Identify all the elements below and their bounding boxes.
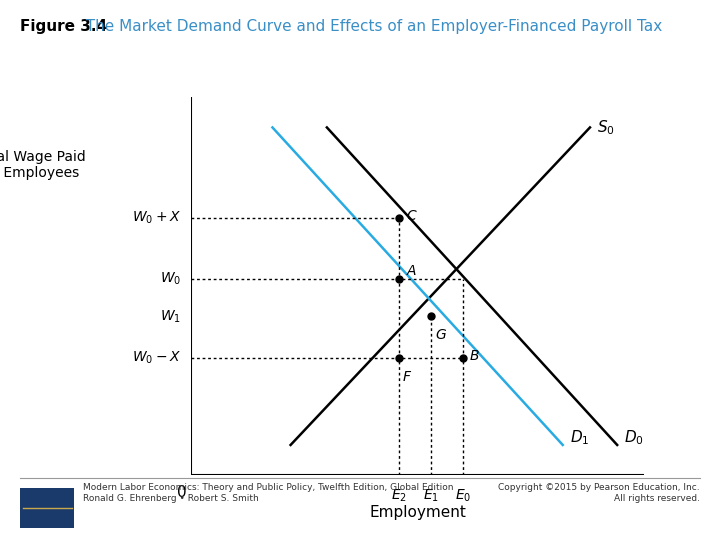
Text: F: F bbox=[403, 370, 411, 384]
Text: $E_0$: $E_0$ bbox=[455, 488, 471, 504]
Text: Figure 3.4: Figure 3.4 bbox=[20, 19, 107, 34]
Text: Real Wage Paid
to Employees: Real Wage Paid to Employees bbox=[0, 150, 86, 180]
Text: Employment: Employment bbox=[369, 505, 466, 521]
Text: $W_1$: $W_1$ bbox=[160, 308, 181, 325]
Text: $W_0 + X$: $W_0 + X$ bbox=[132, 210, 181, 226]
Text: B: B bbox=[469, 349, 480, 363]
Text: 0: 0 bbox=[177, 485, 186, 500]
Text: G: G bbox=[436, 328, 446, 342]
Text: PEARSON: PEARSON bbox=[27, 219, 68, 228]
Text: $E_1$: $E_1$ bbox=[423, 488, 439, 504]
Text: $S_0$: $S_0$ bbox=[597, 118, 615, 137]
Text: The Market Demand Curve and Effects of an Employer-Financed Payroll Tax: The Market Demand Curve and Effects of a… bbox=[76, 19, 662, 34]
Text: $D_0$: $D_0$ bbox=[624, 428, 644, 447]
Text: Copyright ©2015 by Pearson Education, Inc.
All rights reserved.: Copyright ©2015 by Pearson Education, In… bbox=[498, 483, 700, 503]
Text: $E_2$: $E_2$ bbox=[392, 488, 408, 504]
Text: $W_0$: $W_0$ bbox=[160, 271, 181, 287]
Text: A: A bbox=[406, 264, 415, 278]
Text: Modern Labor Economics: Theory and Public Policy, Twelfth Edition, Global Editio: Modern Labor Economics: Theory and Publi… bbox=[83, 483, 454, 503]
Text: $W_0 - X$: $W_0 - X$ bbox=[132, 350, 181, 366]
Text: C: C bbox=[406, 210, 416, 223]
Text: $D_1$: $D_1$ bbox=[570, 428, 589, 447]
